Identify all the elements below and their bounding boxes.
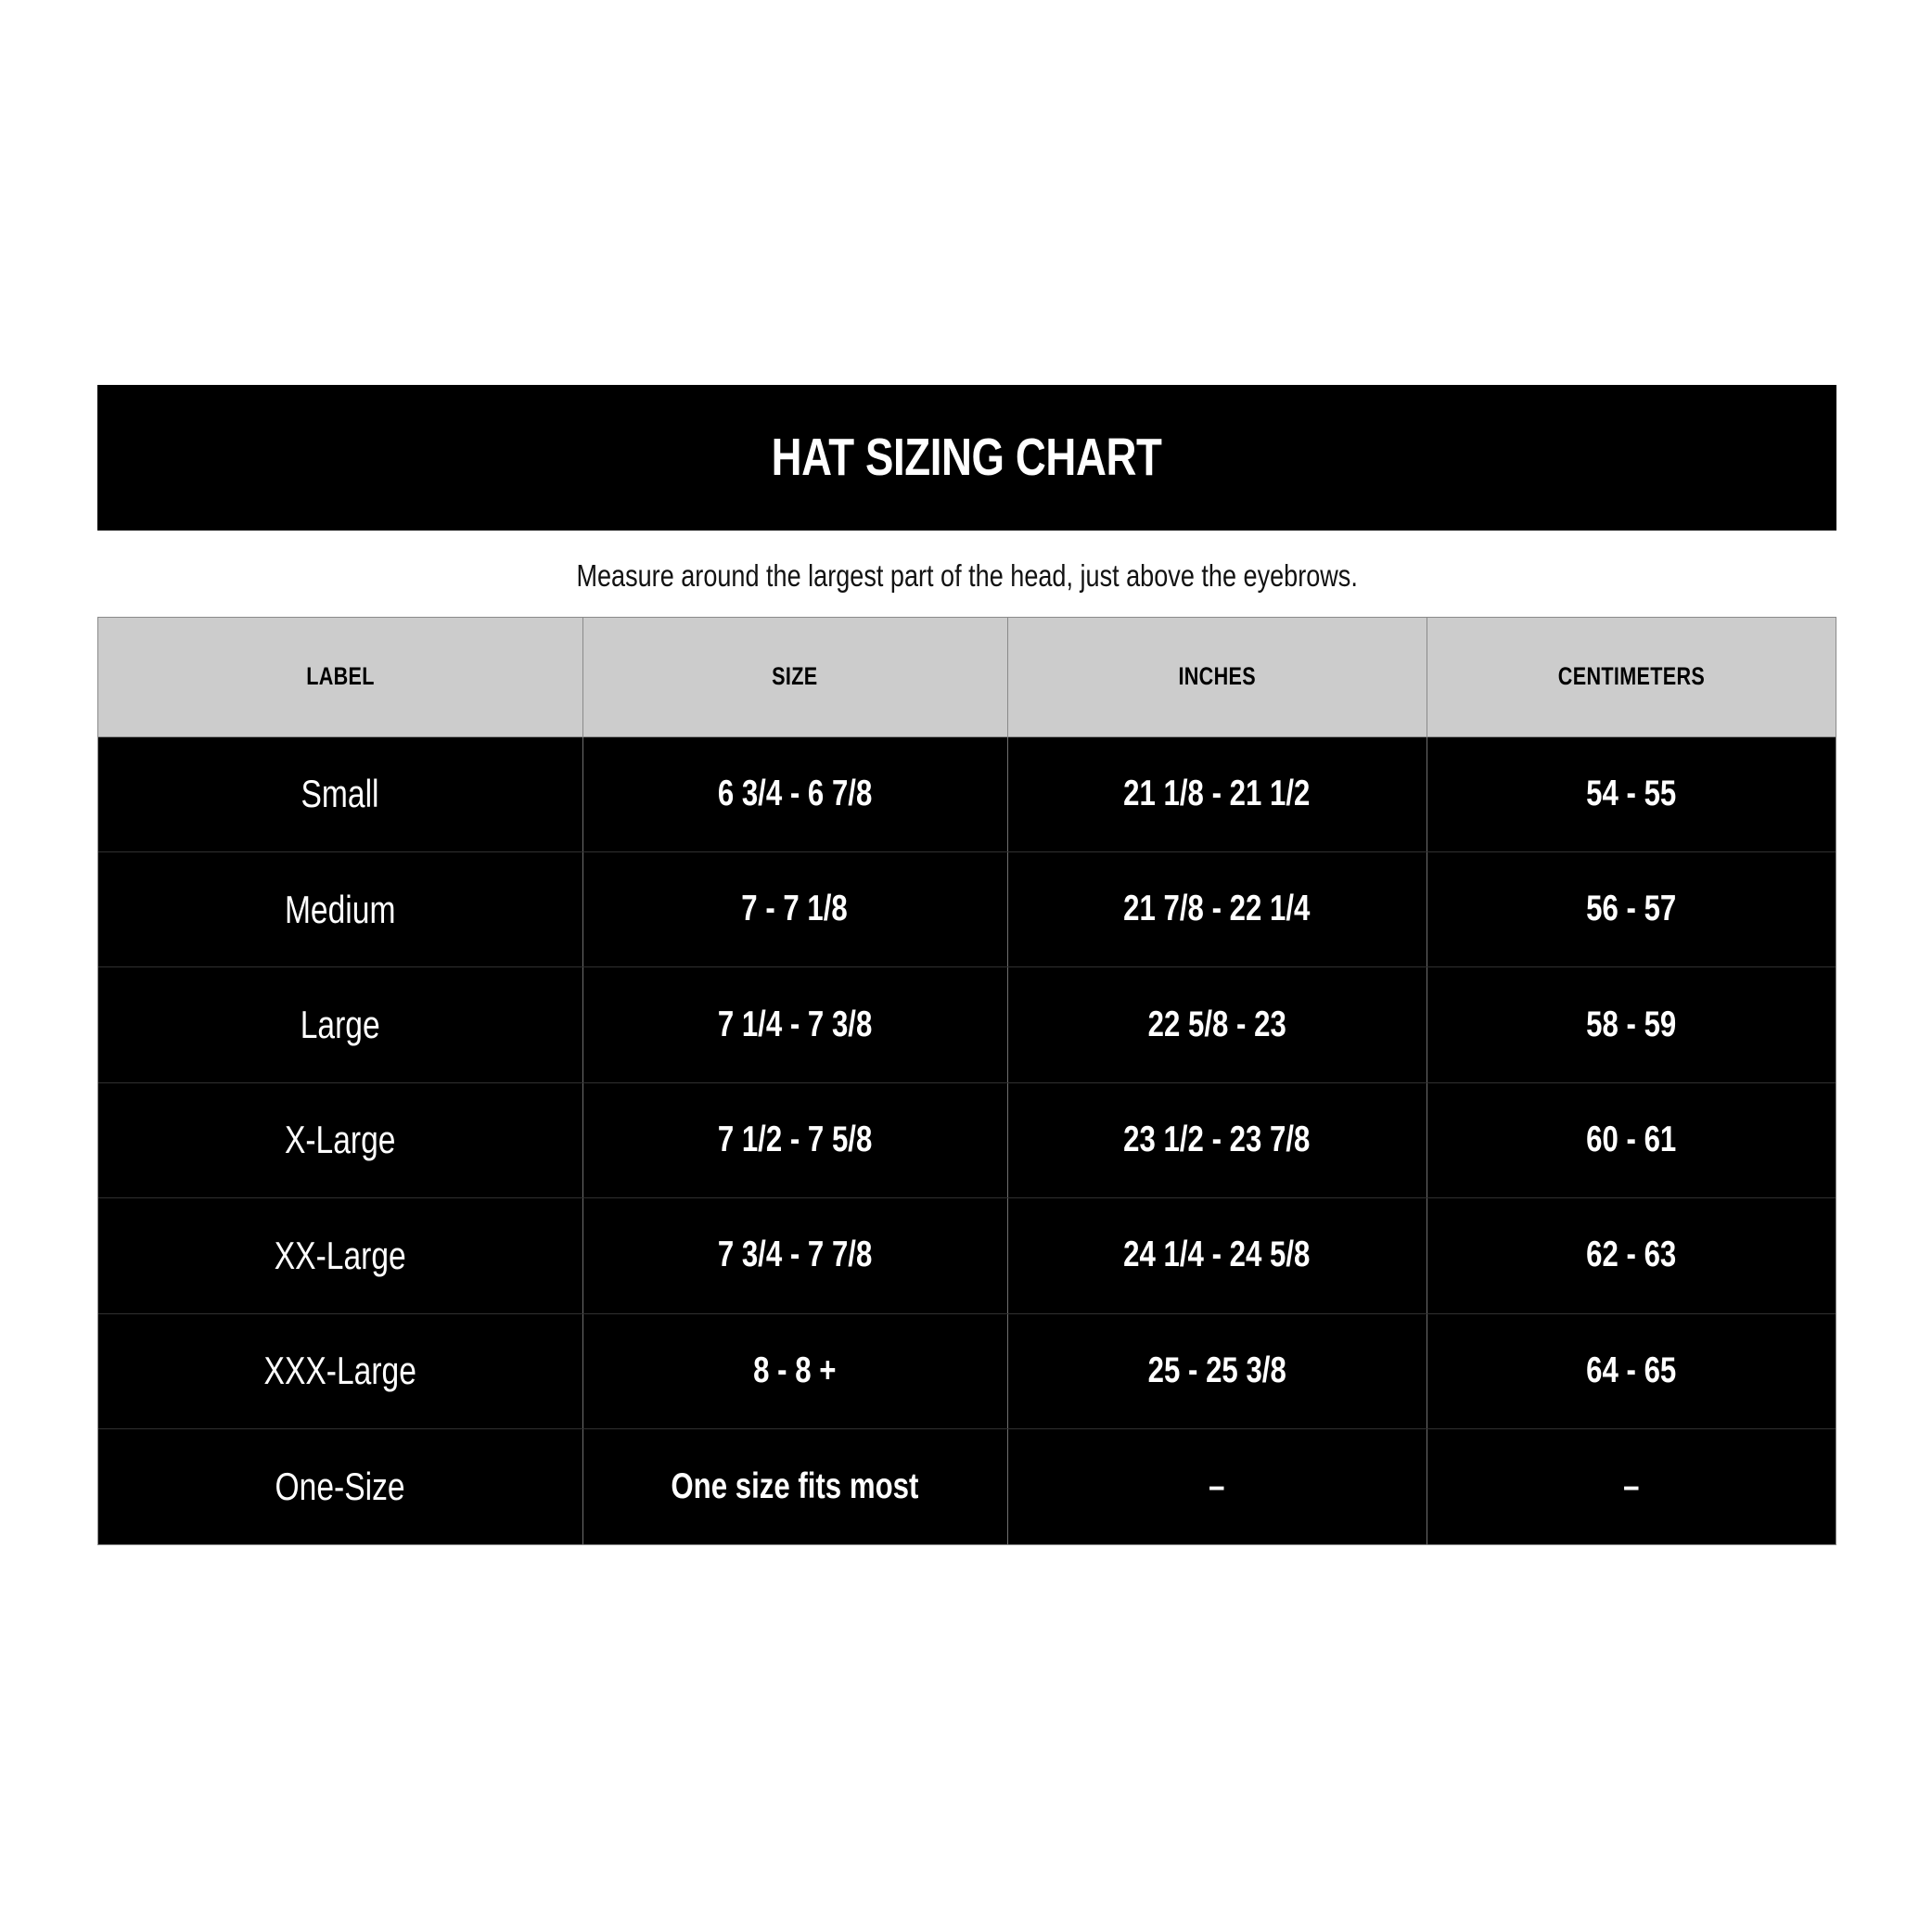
cell-label-text: Medium [284,887,396,931]
cell-size: 7 - 7 1/8 [582,851,1008,968]
cell-centimeters: 62 - 63 [1427,1197,1836,1314]
measurement-instruction-text: Measure around the largest part of the h… [576,558,1358,593]
cell-size: 8 - 8 + [582,1313,1008,1430]
table-header: LABEL SIZE INCHES CENTIMETERS [98,618,1836,737]
cell-centimeters: – [1427,1428,1836,1544]
cell-size-text: 7 3/4 - 7 7/8 [717,1235,873,1275]
cell-inches-text: 25 - 25 3/8 [1147,1350,1286,1390]
cell-label: Medium [98,851,583,968]
table-row: X-Large 7 1/2 - 7 5/8 23 1/2 - 23 7/8 60… [98,1082,1836,1199]
cell-inches: – [1007,1428,1427,1544]
cell-centimeters: 54 - 55 [1427,736,1836,852]
cell-label: X-Large [98,1082,583,1199]
table-header-row: LABEL SIZE INCHES CENTIMETERS [98,618,1836,737]
cell-size: 7 3/4 - 7 7/8 [582,1197,1008,1314]
column-header-label-text: LABEL [305,662,375,691]
cell-centimeters: 60 - 61 [1427,1082,1836,1199]
table-row: Large 7 1/4 - 7 3/8 22 5/8 - 23 58 - 59 [98,966,1836,1083]
cell-centimeters-text: 64 - 65 [1586,1350,1677,1390]
column-header-size-text: SIZE [772,662,818,691]
cell-label-text: Small [301,772,379,816]
column-header-centimeters: CENTIMETERS [1427,618,1836,737]
cell-inches: 24 1/4 - 24 5/8 [1007,1197,1427,1314]
cell-inches: 22 5/8 - 23 [1007,966,1427,1083]
cell-size-text: 7 1/4 - 7 3/8 [717,1004,873,1044]
table-row: XXX-Large 8 - 8 + 25 - 25 3/8 64 - 65 [98,1313,1836,1430]
cell-size-text: 8 - 8 + [753,1350,837,1390]
cell-inches: 25 - 25 3/8 [1007,1313,1427,1430]
cell-label: XXX-Large [98,1313,583,1430]
cell-inches-text: 21 7/8 - 22 1/4 [1123,889,1311,929]
cell-size-text: 7 - 7 1/8 [741,889,849,929]
table-body: Small 6 3/4 - 6 7/8 21 1/8 - 21 1/2 54 -… [98,736,1836,1544]
cell-centimeters-text: 62 - 63 [1586,1235,1677,1275]
cell-size-text: 7 1/2 - 7 5/8 [717,1120,873,1159]
cell-inches-text: 23 1/2 - 23 7/8 [1123,1120,1311,1159]
cell-centimeters: 56 - 57 [1427,851,1836,968]
title-band: HAT SIZING CHART [97,385,1836,531]
column-header-label: LABEL [98,618,583,737]
table-row: Small 6 3/4 - 6 7/8 21 1/8 - 21 1/2 54 -… [98,736,1836,852]
table-row: Medium 7 - 7 1/8 21 7/8 - 22 1/4 56 - 57 [98,851,1836,968]
cell-label-text: X-Large [284,1118,396,1162]
cell-inches-text: 22 5/8 - 23 [1147,1004,1286,1044]
cell-inches: 21 1/8 - 21 1/2 [1007,736,1427,852]
cell-size: 7 1/2 - 7 5/8 [582,1082,1008,1199]
cell-centimeters-text: 54 - 55 [1586,773,1677,813]
cell-size: One size fits most [582,1428,1008,1544]
cell-centimeters-text: 58 - 59 [1586,1004,1677,1044]
cell-inches-text: 24 1/4 - 24 5/8 [1123,1235,1311,1275]
cell-size-text: One size fits most [671,1465,919,1506]
cell-size-text: 6 3/4 - 6 7/8 [717,773,873,813]
size-table-container: LABEL SIZE INCHES CENTIMETERS S [97,617,1836,1545]
cell-label-text: XX-Large [274,1233,406,1277]
cell-inches: 23 1/2 - 23 7/8 [1007,1082,1427,1199]
cell-label: XX-Large [98,1197,583,1314]
cell-label: One-Size [98,1428,583,1544]
column-header-inches: INCHES [1007,618,1427,737]
cell-label-text: XXX-Large [263,1349,416,1393]
table-row: One-Size One size fits most – – [98,1428,1836,1544]
cell-label: Large [98,966,583,1083]
cell-centimeters: 64 - 65 [1427,1313,1836,1430]
cell-centimeters-text: 60 - 61 [1586,1120,1677,1159]
cell-centimeters-text: – [1623,1465,1640,1506]
column-header-inches-text: INCHES [1178,662,1256,691]
cell-size: 6 3/4 - 6 7/8 [582,736,1008,852]
page-title: HAT SIZING CHART [772,428,1162,487]
cell-inches-text: – [1209,1465,1225,1506]
column-header-size: SIZE [582,618,1008,737]
cell-centimeters-text: 56 - 57 [1586,889,1677,929]
cell-centimeters: 58 - 59 [1427,966,1836,1083]
table-row: XX-Large 7 3/4 - 7 7/8 24 1/4 - 24 5/8 6… [98,1197,1836,1314]
column-header-centimeters-text: CENTIMETERS [1557,662,1705,691]
measurement-instruction: Measure around the largest part of the h… [97,557,1836,595]
cell-size: 7 1/4 - 7 3/8 [582,966,1008,1083]
cell-inches-text: 21 1/8 - 21 1/2 [1123,773,1311,813]
cell-label: Small [98,736,583,852]
cell-label-text: Large [300,1003,380,1046]
cell-inches: 21 7/8 - 22 1/4 [1007,851,1427,968]
cell-label-text: One-Size [275,1464,405,1508]
size-table: LABEL SIZE INCHES CENTIMETERS S [98,618,1836,1544]
